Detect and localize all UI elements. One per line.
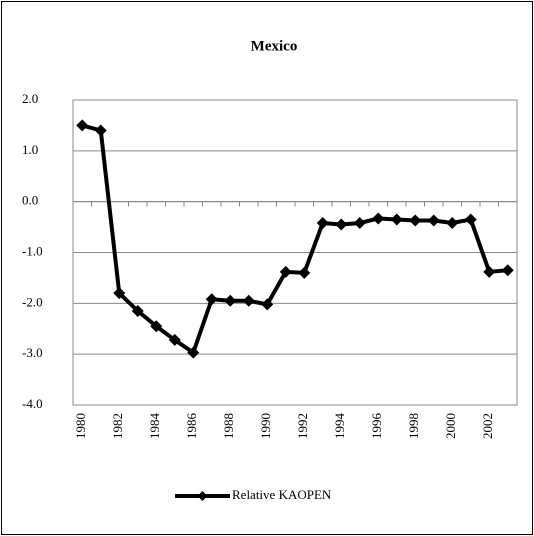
series-marker [224,294,237,307]
x-tick-label: 1980 [73,413,88,439]
series-marker [94,124,107,137]
series-marker [298,266,311,279]
series-marker [335,218,348,231]
x-tick-label: 1992 [295,413,310,439]
series-marker [483,265,496,278]
y-tick-label: -2.0 [22,294,43,309]
series-marker [131,304,144,317]
series-marker [113,287,126,300]
series-marker [261,298,274,311]
series-marker [316,217,329,230]
series-marker [390,213,403,226]
x-tick-label: 1988 [221,413,236,439]
x-tick-label: 1990 [258,413,273,439]
series-marker [409,214,422,227]
series-marker [242,294,255,307]
series-marker [187,346,200,359]
series-marker [464,213,477,226]
y-tick-label: -3.0 [22,345,43,360]
plot-border [72,99,518,406]
series-marker [150,320,163,333]
series-marker [353,217,366,230]
series-marker [76,119,89,132]
x-tick-label: 1994 [332,413,347,440]
series-marker [205,293,218,306]
x-tick-label: 1982 [110,413,125,439]
legend-label: Relative KAOPEN [232,487,332,502]
chart-title: Mexico [251,38,298,54]
y-tick-label: 0.0 [22,193,38,208]
x-tick-label: 2000 [443,413,458,439]
series-marker [372,212,385,225]
x-tick-label: 2002 [480,413,495,439]
x-tick-label: 1984 [147,413,162,440]
series-marker [446,217,459,230]
y-tick-label: 2.0 [22,91,38,106]
x-tick-label: 1986 [184,413,199,440]
series-marker [427,214,440,227]
series-marker [279,265,292,278]
legend-marker [197,491,208,501]
y-tick-label: -1.0 [22,243,43,258]
x-tick-label: 1996 [369,413,384,440]
y-tick-label: 1.0 [22,142,38,157]
y-tick-label: -4.0 [22,396,43,411]
series-marker [168,333,181,346]
series-marker [501,264,514,277]
x-tick-label: 1998 [406,413,421,439]
